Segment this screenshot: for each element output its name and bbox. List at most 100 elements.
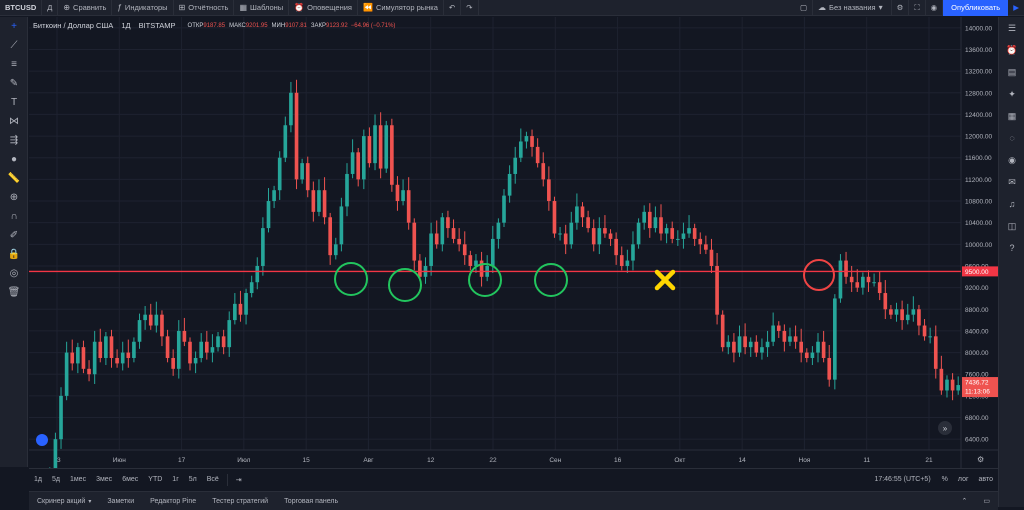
candle-body (479, 260, 484, 277)
alerts-panel-button[interactable]: ⏰ (999, 39, 1024, 61)
tab-screener[interactable]: Скринер акций ▾ (29, 492, 99, 510)
candle-body (614, 238, 618, 256)
hotlist-button[interactable]: ✦ (999, 83, 1024, 105)
bell-icon: ♫ (1008, 199, 1016, 209)
redo-button[interactable]: ↷ (461, 0, 479, 16)
reports-button[interactable]: ⊞ Отчётность (174, 0, 235, 16)
symbol-search-button[interactable]: BTCUSD (0, 0, 43, 16)
zoom-tool[interactable]: ⊕ (0, 188, 28, 207)
indicators-button[interactable]: ƒ Индикаторы (112, 0, 174, 16)
support-touch-circle (468, 263, 502, 297)
range-1d[interactable]: 1д (34, 476, 42, 483)
watchlist-button[interactable]: ☰ (999, 17, 1024, 39)
percent-toggle[interactable]: % (941, 476, 948, 483)
candle-body (502, 195, 506, 223)
range-3m[interactable]: 3мес (96, 476, 113, 483)
prediction-icon: ⇶ (9, 135, 19, 146)
prediction-tool[interactable]: ⇶ (0, 131, 28, 150)
publish-button[interactable]: Опубликовать (943, 0, 1009, 16)
collapse-panel-button[interactable]: ⌃ (954, 492, 976, 510)
log-toggle[interactable]: лог (957, 476, 969, 483)
gear-icon: ⚙ (896, 3, 904, 12)
order-panel-button[interactable]: ◫ (999, 215, 1024, 237)
layout-name-button[interactable]: ☁ Без названия ▾ (813, 0, 892, 16)
price-tick-label: 6800.00 (965, 415, 989, 422)
range-all[interactable]: Всё (206, 476, 219, 483)
crosshair-tool[interactable]: + (0, 17, 28, 36)
range-1m[interactable]: 1мес (69, 476, 87, 483)
shapes-tool[interactable]: ● (0, 150, 28, 169)
candle-body (676, 238, 680, 240)
undo-button[interactable]: ↶ (444, 0, 462, 16)
ruler-tool[interactable]: 📏 (0, 169, 28, 188)
candle-body (328, 217, 332, 256)
fib-tool[interactable]: ≡ (0, 55, 28, 74)
time-tick-label: Авг (363, 457, 374, 464)
ideas-button[interactable]: ◌ (999, 127, 1024, 149)
clock-timezone[interactable]: 17:46:55 (UTC+5) (874, 476, 931, 483)
candle-body (361, 136, 366, 180)
help-button[interactable]: ? (999, 237, 1024, 259)
candle-body (917, 309, 921, 326)
candle-body (289, 92, 293, 126)
price-tick-label: 10400.00 (965, 220, 992, 227)
range-6m[interactable]: 6мес (122, 476, 139, 483)
candle-body (558, 233, 562, 235)
price-tick-label: 12800.00 (965, 90, 992, 97)
lock-tool[interactable]: 🔒 (0, 245, 28, 264)
legend-change: −64.96 (−0.71%) (350, 22, 396, 29)
brush-tool[interactable]: ✎ (0, 74, 28, 93)
auto-toggle[interactable]: авто (978, 476, 993, 483)
candle-body (877, 282, 882, 294)
range-ytd[interactable]: YTD (148, 476, 163, 483)
layout-grid-button[interactable]: ▢ (795, 0, 814, 16)
magnet-tool[interactable]: ∩ (0, 207, 28, 226)
compare-button[interactable]: ⊕ Сравнить (58, 0, 113, 16)
chart-pane[interactable]: Биткоин / Доллар США 1Д BITSTAMP ОТКР 918… (29, 17, 998, 468)
maximize-panel-button[interactable]: ▭ (975, 492, 998, 510)
lock-drawings-tool[interactable]: ✐ (0, 226, 28, 245)
price-chart[interactable]: 14000.00 13600.00 13200.00 12800.00 12400.00… (29, 17, 998, 468)
candle-body (776, 325, 781, 331)
delete-tool[interactable]: 🗑 (0, 283, 28, 302)
range-5d[interactable]: 5д (51, 476, 60, 483)
fire-icon: ✦ (1008, 88, 1016, 99)
text-tool[interactable]: T (0, 93, 28, 112)
range-5y[interactable]: 5л (188, 476, 197, 483)
play-button[interactable]: ▶ (1008, 0, 1024, 16)
interval-button[interactable]: Д (42, 0, 59, 16)
streams-button[interactable]: ◉ (999, 149, 1024, 171)
trash-icon: 🗑 (7, 287, 21, 298)
candle-body (238, 303, 243, 315)
calendar-button[interactable]: ▦ (999, 105, 1024, 127)
candle-body (597, 228, 602, 245)
alerts-button[interactable]: ⏰ Оповещения (289, 0, 358, 16)
candle-body (294, 92, 299, 180)
candle-body (384, 125, 389, 169)
candle-body (933, 336, 938, 369)
candle-body (148, 314, 153, 326)
goto-date-button[interactable]: ⇥ (231, 476, 247, 484)
visibility-tool[interactable]: ◎ (0, 264, 28, 283)
trendline-tool[interactable]: ⟋ (0, 36, 28, 55)
pattern-tool[interactable]: ⋈ (0, 112, 28, 131)
settings-button[interactable]: ⚙ (892, 0, 910, 16)
data-window-button[interactable]: ▤ (999, 61, 1024, 83)
tab-pine-editor[interactable]: Редактор Pine (150, 497, 197, 505)
snapshot-button[interactable]: ◉ (926, 0, 944, 16)
candle-body (866, 276, 871, 283)
range-1y[interactable]: 1г (172, 476, 179, 483)
candle-body (143, 314, 147, 321)
notifications-button[interactable]: ♫ (999, 193, 1024, 215)
candle-body (507, 173, 512, 196)
templates-button[interactable]: ▦ Шаблоны (234, 0, 290, 16)
tab-trading-panel[interactable]: Торговая панель (284, 497, 339, 505)
fullscreen-button[interactable]: ⛶ (909, 0, 926, 16)
candle-body (70, 352, 75, 364)
simulator-button[interactable]: ⏪ Симулятор рынка (358, 0, 444, 16)
chat-button[interactable]: ✉ (999, 171, 1024, 193)
chart-legend: Биткоин / Доллар США 1Д BITSTAMP ОТКР 918… (33, 21, 395, 30)
time-tick-label: 12 (427, 457, 435, 464)
tab-notes[interactable]: Заметки (107, 497, 135, 505)
tab-strategy-tester[interactable]: Тестер стратегий (212, 497, 269, 505)
